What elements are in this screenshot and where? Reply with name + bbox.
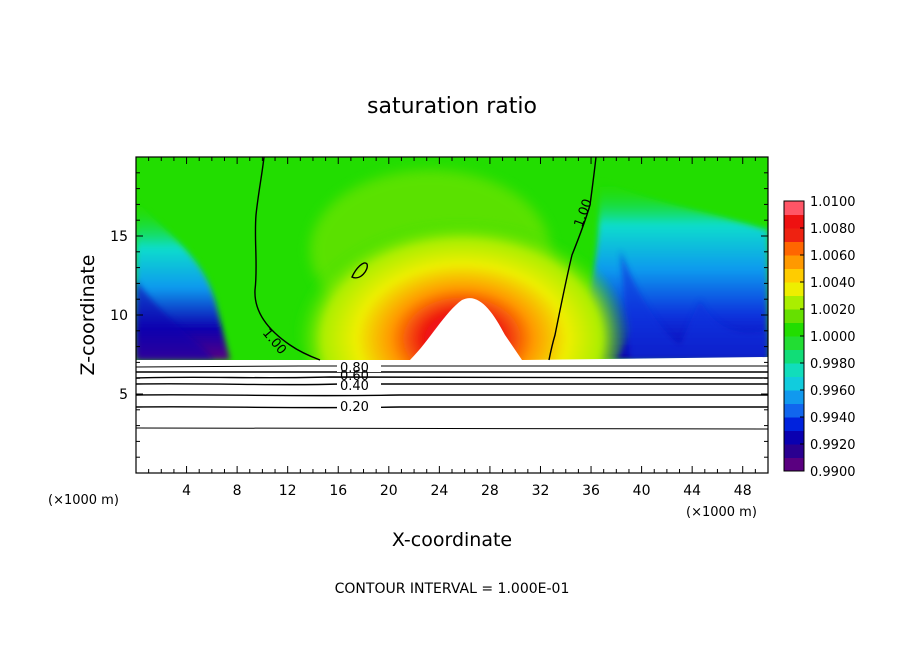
x-tick-label: 48	[734, 483, 752, 499]
colorbar-swatch	[784, 255, 804, 269]
contour-level-3	[136, 376, 768, 379]
colorbar-swatch	[784, 241, 804, 256]
colorbar-label: 1.0080	[810, 222, 856, 237]
colorbar-label: 0.9960	[810, 384, 856, 399]
contour-label-060: 0.60	[340, 369, 369, 384]
x-unit-left: (×1000 m)	[48, 493, 119, 508]
chart-title: saturation ratio	[367, 94, 537, 119]
y-tick-label: 10	[110, 308, 128, 324]
colorbar-label: 0.9980	[810, 357, 856, 372]
colorbar-swatch	[784, 228, 804, 242]
colorbar-swatch	[784, 201, 804, 215]
x-tick-label: 20	[380, 483, 398, 499]
x-tick-label: 16	[329, 483, 347, 499]
y-axis: 5 10 15	[110, 172, 768, 458]
colorbar-swatch	[784, 430, 804, 445]
colorbar-swatch	[784, 417, 804, 431]
colorbar-label: 0.9900	[810, 465, 856, 480]
colorbar-swatch	[784, 309, 804, 323]
y-tick-label: 5	[119, 387, 128, 403]
x-axis-label: X-coordinate	[392, 529, 512, 551]
x-tick-label: 44	[683, 483, 701, 499]
colorbar-swatch	[784, 295, 804, 310]
colorbar: 1.0100 1.0080 1.0060 1.0040 1.0020 1.0000 0.99…	[783, 195, 856, 480]
colorbar-swatch	[784, 457, 804, 472]
contour-level-7	[136, 427, 768, 430]
contour-level-1	[136, 365, 768, 368]
x-tick-label: 40	[633, 483, 651, 499]
colorbar-swatch	[784, 403, 804, 418]
x-tick-label: 12	[279, 483, 297, 499]
colorbar-swatch	[784, 363, 804, 377]
colorbar-label: 1.0000	[810, 330, 856, 345]
y-axis-label: Z-coordinate	[77, 255, 99, 376]
x-tick-label: 24	[430, 483, 448, 499]
contour-level-4	[136, 383, 768, 386]
colorbar-swatch	[784, 349, 804, 364]
x-unit-right: (×1000 m)	[686, 505, 757, 520]
colorbar-swatch	[784, 336, 804, 350]
contour-label-020: 0.20	[340, 400, 369, 415]
y-tick-label: 15	[110, 229, 128, 245]
colorbar-label: 0.9920	[810, 438, 856, 453]
colorbar-swatch	[784, 214, 804, 229]
colorbar-label: 1.0020	[810, 303, 856, 318]
colorbar-swatch	[784, 268, 804, 283]
colorbar-swatch	[784, 390, 804, 404]
colorbar-swatch	[784, 444, 804, 458]
x-tick-label: 4	[182, 483, 191, 499]
colorbar-swatch	[784, 322, 804, 337]
contour-1-right	[548, 157, 597, 361]
colorbar-swatch	[784, 376, 804, 391]
colorbar-label: 0.9940	[810, 411, 856, 426]
heatmap-field	[136, 157, 768, 473]
contour-label-080: 0.80	[340, 361, 369, 376]
x-axis: 4 8 12 16 20 24 28 32 36 40 44 48	[148, 157, 756, 499]
contour-label-040: 0.40	[340, 379, 369, 394]
contour-1-loop	[351, 262, 368, 279]
x-tick-label: 28	[481, 483, 499, 499]
colorbar-swatch	[784, 282, 804, 296]
contour-level-6	[136, 406, 768, 409]
colorbar-label: 1.0060	[810, 249, 856, 264]
x-tick-label: 8	[233, 483, 242, 499]
contour-1-left	[254, 157, 321, 361]
colorbar-label: 1.0100	[810, 195, 856, 210]
contour-level-5	[136, 394, 768, 397]
colorbar-label: 1.0040	[810, 276, 856, 291]
contour-interval-note: CONTOUR INTERVAL = 1.000E-01	[335, 581, 570, 597]
x-tick-label: 36	[582, 483, 600, 499]
x-tick-label: 32	[532, 483, 550, 499]
